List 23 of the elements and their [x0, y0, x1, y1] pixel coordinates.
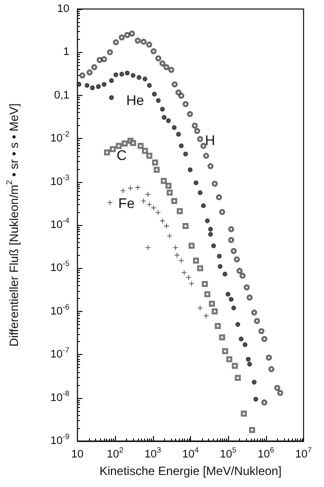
y-tick-label: 10$^{-5}$: [50, 259, 70, 274]
y-tick-label: 10$^{-8}$: [50, 388, 70, 404]
x-tick-label: 10$^{7}$: [295, 446, 312, 460]
x-tick-label: 10: [71, 448, 84, 460]
y-tick-label: 10$^{-2}$: [50, 130, 70, 145]
x-tick-label: 10$^{4}$: [182, 446, 200, 460]
series-label: Fe: [118, 195, 135, 212]
y-tick-label: 10$^{-4}$: [50, 216, 70, 231]
series-label: H: [204, 132, 216, 148]
y-tick-label: 10$^{-6}$: [50, 302, 70, 318]
y-tick-label: 10$^{-7}$: [50, 346, 70, 361]
y-tick-label: 1: [63, 46, 70, 58]
x-axis-title: Kinetische Energie [MeV/Nukleon]: [99, 464, 282, 478]
x-tick-label: 10$^{3}$: [144, 446, 162, 460]
y-tick-label: 10: [57, 3, 70, 15]
y-tick-label: 10$^{-3}$: [50, 172, 70, 188]
series-label: He: [126, 92, 144, 108]
x-tick-label: 10$^{5}$: [220, 446, 236, 460]
y-tick-label: 0,1: [54, 89, 70, 102]
x-tick-label: 10$^{6}$: [258, 446, 274, 460]
y-tick-label: 10$^{-9}$: [50, 432, 70, 447]
series-label: C: [116, 146, 127, 163]
x-tick-label: 10$^{2}$: [106, 446, 124, 460]
